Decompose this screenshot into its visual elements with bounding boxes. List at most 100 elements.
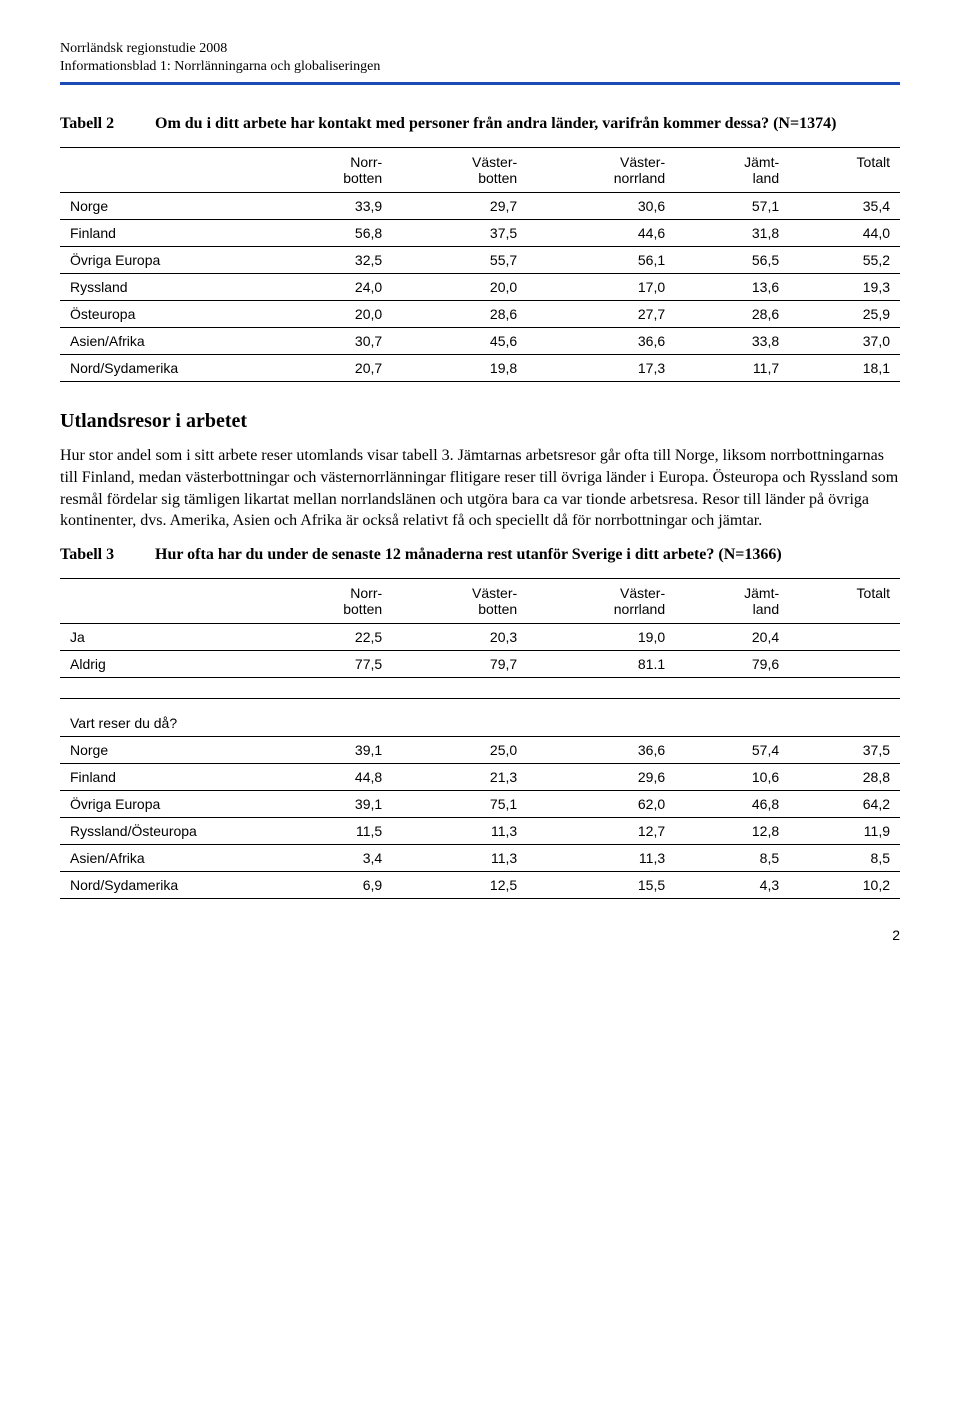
cell-value: 12,5 — [392, 871, 527, 898]
cell-value: 39,1 — [270, 736, 392, 763]
cell-value — [789, 623, 900, 650]
subheading-label: Vart reser du då? — [60, 698, 900, 736]
cell-value: 81.1 — [527, 650, 675, 677]
cell-value: 29,7 — [392, 193, 527, 220]
cell-value: 17,0 — [527, 274, 675, 301]
table-row: Övriga Europa39,175,162,046,864,2 — [60, 790, 900, 817]
col-header: Norr-botten — [270, 148, 392, 193]
row-label: Asien/Afrika — [60, 844, 270, 871]
cell-value: 75,1 — [392, 790, 527, 817]
cell-value: 8,5 — [789, 844, 900, 871]
section-paragraph: Hur stor andel som i sitt arbete reser u… — [60, 445, 900, 531]
col-header: Totalt — [789, 148, 900, 193]
col-header: Jämt-land — [675, 148, 789, 193]
cell-value: 12,8 — [675, 817, 789, 844]
col-header: Väster-botten — [392, 578, 527, 623]
cell-value: 22,5 — [270, 623, 392, 650]
tabell3-question: Hur ofta har du under de senaste 12 måna… — [155, 546, 900, 564]
cell-value: 11,3 — [392, 844, 527, 871]
tabell2-label: Tabell 2 — [60, 115, 155, 133]
cell-value: 57,1 — [675, 193, 789, 220]
table-header-row: Norr-botten Väster-botten Väster-norrlan… — [60, 578, 900, 623]
cell-value: 77,5 — [270, 650, 392, 677]
cell-value: 20,0 — [270, 301, 392, 328]
cell-value: 29,6 — [527, 763, 675, 790]
cell-value: 62,0 — [527, 790, 675, 817]
cell-value: 44,6 — [527, 220, 675, 247]
row-label: Asien/Afrika — [60, 328, 270, 355]
cell-value: 20,0 — [392, 274, 527, 301]
doc-header-line1: Norrländsk regionstudie 2008 — [60, 40, 900, 58]
page-number: 2 — [60, 927, 900, 943]
col-header: Väster-norrland — [527, 148, 675, 193]
cell-value: 13,6 — [675, 274, 789, 301]
cell-value: 10,6 — [675, 763, 789, 790]
table-gap-row — [60, 677, 900, 698]
cell-value: 37,5 — [789, 736, 900, 763]
cell-value: 19,3 — [789, 274, 900, 301]
cell-value: 21,3 — [392, 763, 527, 790]
table-row: Norge33,929,730,657,135,4 — [60, 193, 900, 220]
cell-value: 11,3 — [527, 844, 675, 871]
cell-value: 28,6 — [675, 301, 789, 328]
table-row: Aldrig77,579,781.179,6 — [60, 650, 900, 677]
cell-value: 79,6 — [675, 650, 789, 677]
table-subheading-row: Vart reser du då? — [60, 698, 900, 736]
tabell2-question: Om du i ditt arbete har kontakt med pers… — [155, 115, 900, 133]
cell-value: 64,2 — [789, 790, 900, 817]
table-row: Ryssland24,020,017,013,619,3 — [60, 274, 900, 301]
cell-value: 11,9 — [789, 817, 900, 844]
row-label: Finland — [60, 220, 270, 247]
table-row: Ja22,520,319,020,4 — [60, 623, 900, 650]
table-row: Nord/Sydamerika20,719,817,311,718,1 — [60, 355, 900, 382]
row-label: Nord/Sydamerika — [60, 355, 270, 382]
cell-value: 44,8 — [270, 763, 392, 790]
cell-value: 57,4 — [675, 736, 789, 763]
cell-value: 44,0 — [789, 220, 900, 247]
col-header: Norr-botten — [270, 578, 392, 623]
cell-value: 10,2 — [789, 871, 900, 898]
cell-value: 19,0 — [527, 623, 675, 650]
cell-value: 4,3 — [675, 871, 789, 898]
row-label: Norge — [60, 193, 270, 220]
cell-value: 25,9 — [789, 301, 900, 328]
table-row: Finland44,821,329,610,628,8 — [60, 763, 900, 790]
cell-value: 3,4 — [270, 844, 392, 871]
table-row: Finland56,837,544,631,844,0 — [60, 220, 900, 247]
row-label: Östeuropa — [60, 301, 270, 328]
cell-value: 11,3 — [392, 817, 527, 844]
cell-value: 28,8 — [789, 763, 900, 790]
cell-value: 39,1 — [270, 790, 392, 817]
row-label: Ryssland — [60, 274, 270, 301]
col-header: Jämt-land — [675, 578, 789, 623]
cell-value: 27,7 — [527, 301, 675, 328]
col-header: Väster-norrland — [527, 578, 675, 623]
cell-value: 8,5 — [675, 844, 789, 871]
table-row: Norge39,125,036,657,437,5 — [60, 736, 900, 763]
header-rule — [60, 82, 900, 85]
cell-value: 55,7 — [392, 247, 527, 274]
row-label: Ja — [60, 623, 270, 650]
col-header — [60, 578, 270, 623]
row-label: Nord/Sydamerika — [60, 871, 270, 898]
cell-value: 56,1 — [527, 247, 675, 274]
cell-value: 31,8 — [675, 220, 789, 247]
doc-header-line2: Informationsblad 1: Norrlänningarna och … — [60, 58, 900, 76]
row-label: Ryssland/Östeuropa — [60, 817, 270, 844]
row-label: Aldrig — [60, 650, 270, 677]
cell-value: 36,6 — [527, 736, 675, 763]
tabell2-heading: Tabell 2 Om du i ditt arbete har kontakt… — [60, 115, 900, 133]
cell-value: 25,0 — [392, 736, 527, 763]
cell-value: 79,7 — [392, 650, 527, 677]
cell-value: 19,8 — [392, 355, 527, 382]
cell-value: 30,6 — [527, 193, 675, 220]
table-row: Ryssland/Östeuropa11,511,312,712,811,9 — [60, 817, 900, 844]
row-label: Övriga Europa — [60, 247, 270, 274]
cell-value: 37,5 — [392, 220, 527, 247]
cell-value: 33,9 — [270, 193, 392, 220]
cell-value: 24,0 — [270, 274, 392, 301]
cell-value: 46,8 — [675, 790, 789, 817]
cell-value: 11,7 — [675, 355, 789, 382]
row-label: Finland — [60, 763, 270, 790]
cell-value: 36,6 — [527, 328, 675, 355]
